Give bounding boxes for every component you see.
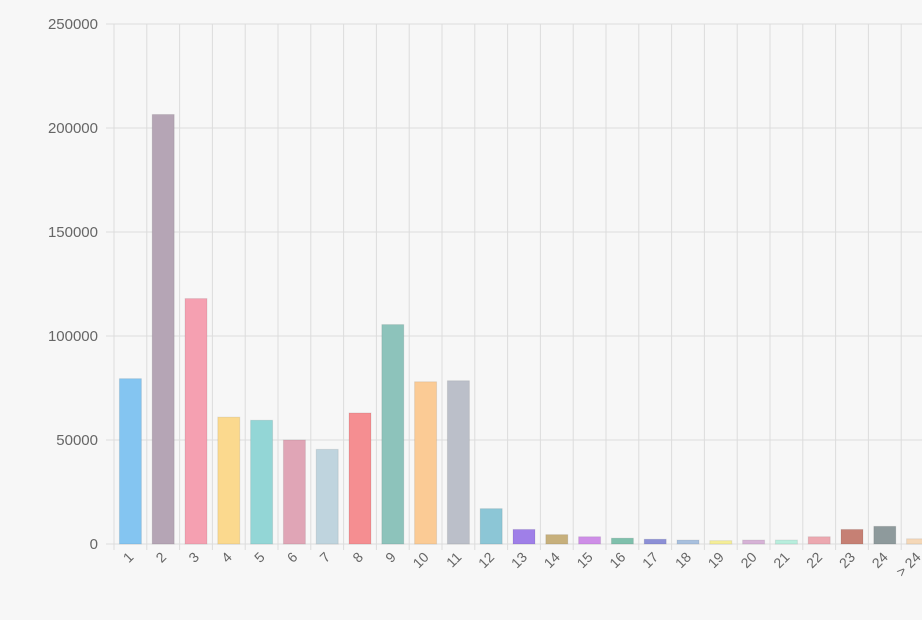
bar-24[interactable] — [906, 538, 922, 545]
bar-2[interactable] — [151, 113, 175, 545]
x-tick-label: 1 — [120, 549, 137, 566]
x-tick-label: 11 — [443, 549, 465, 571]
x-tick-label: 7 — [316, 549, 333, 566]
x-tick-label: 23 — [836, 549, 858, 571]
x-tick-label: 3 — [185, 549, 202, 566]
bar-4[interactable] — [217, 416, 241, 545]
bar-23[interactable] — [840, 528, 864, 545]
bar-20[interactable] — [742, 539, 766, 545]
y-tick-label: 150000 — [48, 224, 98, 241]
bar-24[interactable] — [873, 525, 897, 545]
y-tick-label: 0 — [90, 536, 98, 553]
bar-16[interactable] — [610, 537, 634, 545]
bar-10[interactable] — [414, 381, 438, 545]
bar-3[interactable] — [184, 298, 208, 545]
x-tick-label: 18 — [672, 549, 694, 571]
x-tick-label: 24 — [869, 549, 891, 571]
x-tick-label: 20 — [737, 549, 759, 571]
x-tick-label: 5 — [251, 549, 268, 566]
y-tick-label: 50000 — [56, 432, 98, 449]
bar-11[interactable] — [446, 380, 470, 545]
x-tick-label: 13 — [508, 549, 530, 571]
x-axis-ticks: 1 2 3 4 5 6 7 8 9 10 11 12 13 14 15 16 17 18 19 20 21 22 23 24 >… — [120, 549, 922, 580]
x-tick-label: 9 — [382, 549, 399, 566]
bar-14[interactable] — [545, 534, 569, 545]
y-tick-label: 200000 — [48, 120, 98, 137]
bar-21[interactable] — [774, 539, 798, 545]
x-tick-label: 15 — [573, 549, 595, 571]
grid-lines — [106, 23, 922, 550]
x-tick-label: 19 — [705, 549, 727, 571]
bar-22[interactable] — [807, 536, 831, 545]
y-tick-label: 250000 — [48, 16, 98, 33]
bar-15[interactable] — [578, 536, 602, 545]
bars — [118, 113, 922, 545]
x-tick-label: 10 — [409, 549, 431, 571]
x-tick-label: 6 — [284, 549, 301, 566]
bar-19[interactable] — [709, 540, 733, 545]
bar-12[interactable] — [479, 508, 503, 545]
x-tick-label: 17 — [639, 549, 661, 571]
y-axis-ticks: 0 50000 100000 150000 200000 250000 — [48, 16, 98, 553]
x-tick-label: 12 — [475, 549, 497, 571]
x-tick-label: 14 — [541, 549, 563, 571]
x-tick-label: 22 — [803, 549, 825, 571]
x-tick-label: > 24 — [893, 549, 922, 580]
bar-13[interactable] — [512, 528, 536, 545]
bar-17[interactable] — [643, 538, 667, 545]
bar-8[interactable] — [348, 412, 372, 545]
x-tick-label: 4 — [218, 549, 235, 566]
bar-7[interactable] — [315, 448, 339, 545]
x-tick-label: 21 — [770, 549, 792, 571]
bar-6[interactable] — [282, 439, 306, 545]
bar-9[interactable] — [381, 324, 405, 545]
x-tick-label: 8 — [349, 549, 366, 566]
bar-1[interactable] — [118, 378, 142, 545]
x-tick-label: 16 — [606, 549, 628, 571]
y-tick-label: 100000 — [48, 328, 98, 345]
bar-5[interactable] — [250, 419, 274, 545]
bar-18[interactable] — [676, 539, 700, 545]
x-tick-label: 2 — [152, 549, 169, 566]
